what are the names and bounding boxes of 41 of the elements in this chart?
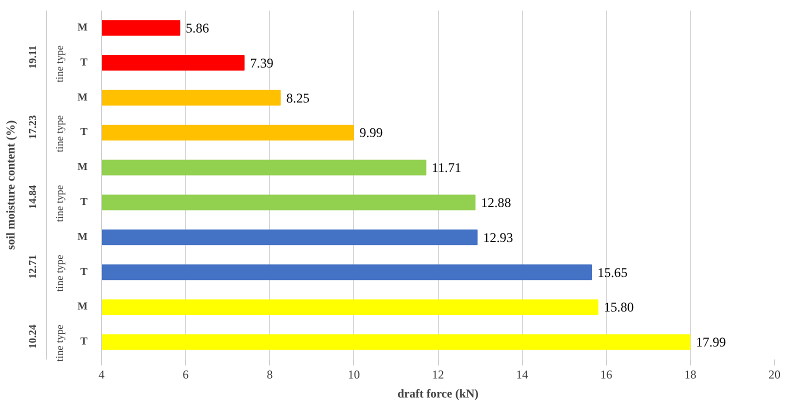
data-label: 15.65 bbox=[598, 264, 628, 280]
y-tick-label: M bbox=[77, 22, 88, 34]
x-tick-label: 20 bbox=[768, 368, 780, 382]
y-tick-label: T bbox=[80, 127, 88, 138]
text: tine type bbox=[55, 324, 66, 362]
text: 12.71 bbox=[28, 254, 39, 279]
x-tick-label: 18 bbox=[684, 368, 696, 382]
x-tick-label: 10 bbox=[348, 368, 360, 382]
y-tick-label: T bbox=[80, 266, 88, 278]
x-axis-title: draft force (kN) bbox=[397, 386, 479, 400]
y-tick-label: M bbox=[77, 92, 88, 104]
text: 14.84 bbox=[28, 184, 39, 209]
x-tick-label: 8 bbox=[266, 368, 273, 382]
x-tick-label: 6 bbox=[182, 368, 189, 382]
y-tick-label: T bbox=[80, 336, 88, 348]
text: tine type bbox=[55, 254, 66, 292]
text: 17.23 bbox=[28, 115, 39, 140]
y-tick-label: T bbox=[80, 57, 88, 68]
data-label: 17.99 bbox=[696, 334, 726, 350]
x-tick-label: 4 bbox=[98, 368, 104, 382]
x-tick-label: 16 bbox=[600, 368, 612, 382]
y-axis-title: soil moisture content (%) bbox=[4, 120, 18, 250]
data-label: 7.39 bbox=[250, 55, 274, 70]
data-label: 12.88 bbox=[481, 194, 512, 210]
data-label: 8.25 bbox=[286, 90, 310, 106]
data-label: 12.93 bbox=[483, 230, 514, 245]
x-tick-label: 14 bbox=[516, 368, 528, 382]
y-tick-label: M bbox=[77, 232, 88, 243]
data-label: 15.80 bbox=[604, 300, 634, 315]
y-tick-label: M bbox=[77, 162, 88, 174]
text: 19.11 bbox=[28, 45, 39, 69]
text: tine type bbox=[55, 45, 66, 82]
text: tine type bbox=[55, 114, 66, 152]
data-label: 11.71 bbox=[432, 160, 462, 176]
text: tine type bbox=[55, 184, 66, 222]
data-label: 9.99 bbox=[359, 125, 384, 140]
text: 10.24 bbox=[28, 324, 39, 349]
data-label: 5.86 bbox=[186, 20, 210, 36]
y-tick-label: T bbox=[80, 196, 88, 208]
x-tick-label: 12 bbox=[432, 368, 444, 382]
y-tick-label: M bbox=[77, 302, 88, 313]
